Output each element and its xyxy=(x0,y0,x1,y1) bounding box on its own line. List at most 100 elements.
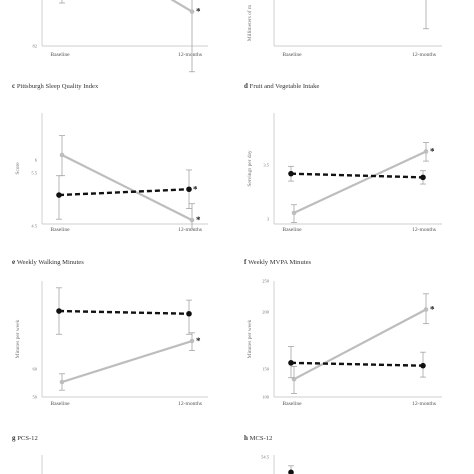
significance-star: * xyxy=(196,215,201,225)
panel-e: e Weekly Walking Minutes Minutes per week… xyxy=(12,258,208,407)
panel-letter: g xyxy=(12,434,17,442)
significance-star: * xyxy=(430,146,435,156)
series-intervention: * xyxy=(423,0,429,30)
series-line xyxy=(58,188,190,197)
data-point xyxy=(420,174,426,181)
x-category-label: 12-months xyxy=(412,52,436,58)
series-line xyxy=(293,150,427,214)
series-control xyxy=(56,287,192,335)
y-axis-label: Millimeters of m xyxy=(246,4,253,41)
significance-star: * xyxy=(430,304,435,314)
series-line xyxy=(170,0,193,13)
y-axis-label: Score xyxy=(15,162,21,175)
panel-h: h MCS-12 54.5 xyxy=(244,434,294,474)
y-tick-label: 5.5 xyxy=(31,171,37,176)
series-intervention: * xyxy=(59,0,201,73)
panel-c: c Pittsburgh Sleep Quality Index Score 6 5.… xyxy=(12,82,208,233)
data-point xyxy=(56,192,62,198)
y-tick-label: 4.5 xyxy=(31,224,37,229)
panel-g: g PCS-12 xyxy=(12,434,43,474)
panel-title: c Pittsburgh Sleep Quality Index xyxy=(12,82,99,90)
y-axis-label: Servings per day xyxy=(247,150,253,187)
data-point xyxy=(423,149,429,154)
x-category-label: Baseline xyxy=(50,401,70,407)
panel-letter: f xyxy=(244,258,248,266)
x-category-label: 12-months xyxy=(412,227,436,233)
data-point xyxy=(186,186,192,193)
series-control xyxy=(288,465,294,474)
x-category-label: 12-months xyxy=(178,52,202,58)
data-point xyxy=(59,379,65,385)
series-intervention: * xyxy=(291,293,435,394)
data-point xyxy=(288,360,294,366)
y-tick-label: 60 xyxy=(33,367,38,372)
y-tick-label: 50 xyxy=(33,395,38,400)
series-line xyxy=(290,361,424,367)
panel-top-0: 82 Baseline 12-months * xyxy=(33,0,208,73)
series-line xyxy=(58,309,190,315)
panel-title: g PCS-12 xyxy=(12,434,38,442)
series-intervention: * xyxy=(291,142,435,223)
series-line xyxy=(61,339,193,384)
panel-title-text: Fruit and Vegetable Intake xyxy=(250,83,320,90)
x-category-label: Baseline xyxy=(282,227,302,233)
series-intervention: * xyxy=(59,135,201,230)
data-point xyxy=(189,9,195,14)
x-category-label: Baseline xyxy=(50,227,70,233)
y-tick-label: 3 xyxy=(267,217,270,222)
data-point xyxy=(420,362,426,369)
panel-letter: e xyxy=(12,258,17,266)
series-line xyxy=(293,308,427,381)
x-category-label: 12-months xyxy=(178,401,202,407)
panel-title-text: MCS-12 xyxy=(250,435,273,442)
series-intervention: * xyxy=(59,332,201,391)
panel-title-text: Pittsburgh Sleep Quality Index xyxy=(17,83,99,90)
y-tick-label: 6 xyxy=(35,158,38,163)
panel-title: d Fruit and Vegetable Intake xyxy=(244,82,319,90)
y-tick-label: 200 xyxy=(262,310,270,315)
data-point xyxy=(189,217,195,223)
data-point xyxy=(288,469,294,474)
series-control xyxy=(288,346,426,379)
data-point xyxy=(56,308,62,314)
x-category-label: 12-months xyxy=(178,227,202,233)
data-point xyxy=(189,338,195,344)
significance-star: * xyxy=(196,336,201,346)
data-point xyxy=(291,210,297,216)
y-tick-label: 150 xyxy=(262,367,270,372)
significance-star: * xyxy=(196,7,201,17)
y-axis-label: Minutes per week xyxy=(15,319,21,358)
panel-title: h MCS-12 xyxy=(244,434,272,442)
series-control: * xyxy=(56,169,198,220)
panel-title-text: PCS-12 xyxy=(17,435,38,442)
x-category-label: Baseline xyxy=(50,52,70,58)
data-point xyxy=(59,152,65,158)
significance-star: * xyxy=(193,184,198,194)
y-tick-label: 54.5 xyxy=(261,455,270,460)
series-control xyxy=(288,165,426,185)
panel-letter: h xyxy=(244,434,250,442)
y-axis-label: Minutes per week xyxy=(247,319,253,358)
data-point xyxy=(423,307,429,312)
series-line xyxy=(290,172,424,179)
y-tick-label: 100 xyxy=(262,395,270,400)
panel-title-text: Weekly MVPA Minutes xyxy=(248,259,311,266)
data-point xyxy=(186,310,192,317)
panel-title: f Weekly MVPA Minutes xyxy=(244,258,311,266)
x-category-label: Baseline xyxy=(282,52,302,58)
y-tick-label: 250 xyxy=(262,279,270,284)
x-category-label: 12-months xyxy=(412,401,436,407)
panel-f: f Weekly MVPA Minutes Minutes per week 250… xyxy=(244,258,442,407)
y-tick-label: 82 xyxy=(33,44,38,49)
panel-top-1: Millimeters of m Baseline 12-months * xyxy=(246,0,442,58)
y-tick-label: 3.5 xyxy=(263,163,269,168)
data-point xyxy=(288,170,294,177)
panel-letter: c xyxy=(12,82,17,90)
x-category-label: Baseline xyxy=(282,401,302,407)
panel-title-text: Weekly Walking Minutes xyxy=(17,259,84,266)
panel-letter: d xyxy=(244,82,250,90)
panel-title: e Weekly Walking Minutes xyxy=(12,258,84,266)
series-line xyxy=(61,154,193,222)
panel-d: d Fruit and Vegetable Intake Servings per… xyxy=(244,82,442,233)
